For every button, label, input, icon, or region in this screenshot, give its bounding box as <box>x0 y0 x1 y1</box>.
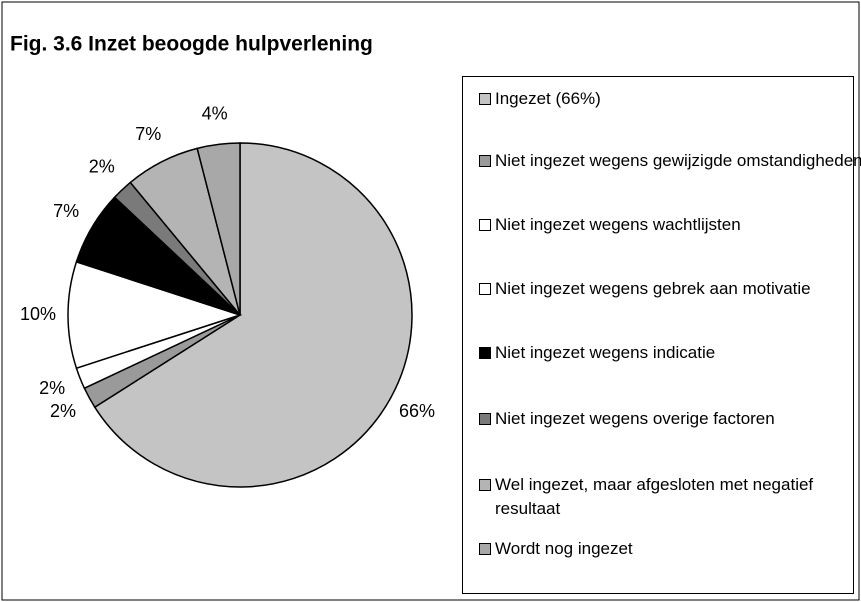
legend-swatch <box>479 219 491 231</box>
legend-label: Niet ingezet wegens wachtlijsten <box>495 215 741 234</box>
legend-item: Niet ingezet wegens gewijzigde omstandig… <box>479 149 861 173</box>
data-label: 66% <box>399 401 435 421</box>
pie-slice <box>67 260 243 370</box>
legend-item: Ingezet (66%) <box>479 87 861 111</box>
legend-label: Wel ingezet, maar afgesloten met negatie… <box>495 475 814 518</box>
data-label: 2% <box>50 401 76 421</box>
legend-label: Wordt nog ingezet <box>495 539 633 558</box>
legend-label: Ingezet (66%) <box>495 89 601 108</box>
legend-label: Niet ingezet wegens gewijzigde omstandig… <box>495 151 861 170</box>
chart-title: Fig. 3.6 Inzet beoogde hulpverlening <box>10 33 373 56</box>
data-label: 2% <box>89 156 115 176</box>
legend-item: Niet ingezet wegens gebrek aan motivatie <box>479 277 861 301</box>
legend: Ingezet (66%) Niet ingezet wegens gewijzi… <box>462 76 861 594</box>
data-label: 7% <box>53 201 79 221</box>
data-label: 7% <box>135 124 161 144</box>
legend-label: Niet ingezet wegens indicatie <box>495 343 716 362</box>
data-label: 4% <box>202 103 228 123</box>
legend-swatch <box>479 543 491 555</box>
legend-item: Niet ingezet wegens wachtlijsten <box>479 213 861 237</box>
legend-item: Wordt nog ingezet <box>479 537 861 561</box>
pie-slice <box>93 142 413 488</box>
legend-swatch <box>479 283 491 295</box>
legend-swatch <box>479 155 491 167</box>
legend-swatch <box>479 347 491 359</box>
data-label: 2% <box>39 378 65 398</box>
legend-swatch <box>479 93 491 105</box>
legend-swatch <box>479 479 491 491</box>
legend-item: Niet ingezet wegens overige factoren <box>479 407 861 431</box>
pie-slice <box>196 142 241 316</box>
data-label: 10% <box>20 304 56 324</box>
legend-item: Wel ingezet, maar afgesloten met negatie… <box>479 473 861 521</box>
legend-label: Niet ingezet wegens overige factoren <box>495 409 775 428</box>
legend-swatch <box>479 413 491 425</box>
legend-label: Niet ingezet wegens gebrek aan motivatie <box>495 279 811 298</box>
legend-item: Niet ingezet wegens indicatie <box>479 341 861 365</box>
